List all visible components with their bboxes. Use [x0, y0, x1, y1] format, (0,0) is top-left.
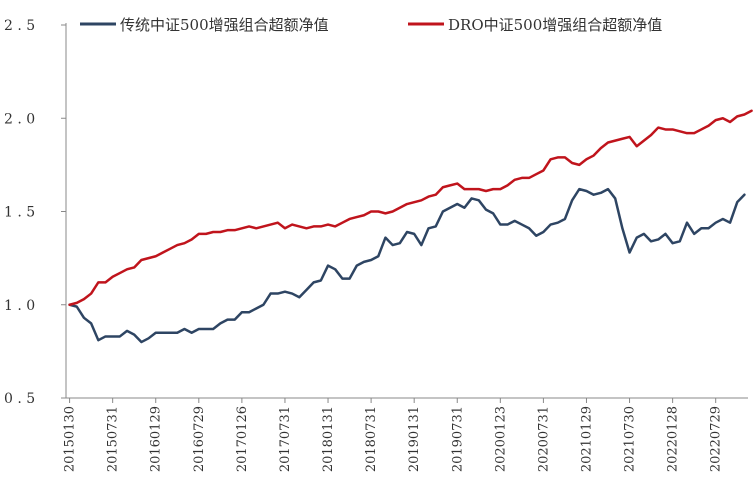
y-tick-label: 1 . 0	[4, 298, 35, 314]
legend-label-traditional: 传统中证500增强组合超额净值	[120, 16, 329, 34]
legend: 传统中证500增强组合超额净值 DRO中证500增强组合超额净值	[80, 16, 662, 34]
y-tick-label: 2 . 5	[4, 18, 35, 34]
x-tick-label: 20160129	[149, 406, 164, 472]
x-tick-label: 20220128	[666, 406, 681, 472]
x-tick-label: 20150731	[106, 406, 121, 472]
x-tick-label: 20210730	[623, 406, 638, 472]
x-tick-label: 20210129	[579, 406, 594, 472]
x-tick-label: 20190131	[407, 406, 422, 472]
series-line-traditional	[68, 187, 746, 344]
x-tick-label: 20170126	[235, 406, 250, 472]
x-tick-label: 20150130	[63, 406, 78, 472]
y-tick-label: 2 . 0	[4, 111, 35, 127]
x-tick-label: 20200123	[493, 406, 508, 472]
x-tick-label: 20200731	[536, 406, 551, 472]
x-tick-label: 20180131	[321, 406, 336, 472]
series-line-dro	[68, 109, 753, 306]
x-tick-label: 20220729	[709, 406, 724, 472]
y-tick-label: 1 . 5	[4, 205, 35, 221]
y-tick-label: 0 . 5	[4, 391, 35, 407]
x-tick-label: 20160729	[192, 406, 207, 472]
axes: 0 . 5 1 . 0 1 . 5 2 . 0 2 . 5 20150130 2015073…	[4, 18, 748, 472]
series-layer	[68, 109, 753, 344]
x-tick-label: 20170731	[278, 406, 293, 472]
legend-label-dro: DRO中证500增强组合超额净值	[448, 16, 662, 34]
x-tick-label: 20180731	[364, 406, 379, 472]
x-tick-label: 20190731	[450, 406, 465, 472]
